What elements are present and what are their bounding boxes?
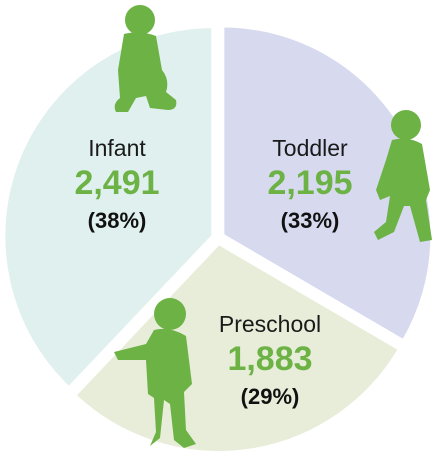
- slices: [1, 23, 435, 455]
- percentage-label: (29%): [241, 384, 300, 409]
- value-label: 2,195: [267, 164, 352, 202]
- category-label: Preschool: [219, 311, 321, 337]
- toddler-silhouette: [374, 110, 432, 242]
- percentage-label: (38%): [88, 208, 147, 233]
- value-label: 2,491: [74, 164, 159, 202]
- infant-silhouette: [114, 5, 177, 112]
- value-label: 1,883: [227, 340, 312, 378]
- labels: Toddler 2,195 (33%) Preschool 1,883 (29%) Infa…: [74, 135, 352, 409]
- category-label: Infant: [88, 135, 146, 161]
- category-label: Toddler: [272, 135, 348, 161]
- preschool-silhouette: [114, 298, 196, 448]
- silhouettes: [114, 5, 432, 448]
- percentage-label: (33%): [281, 208, 340, 233]
